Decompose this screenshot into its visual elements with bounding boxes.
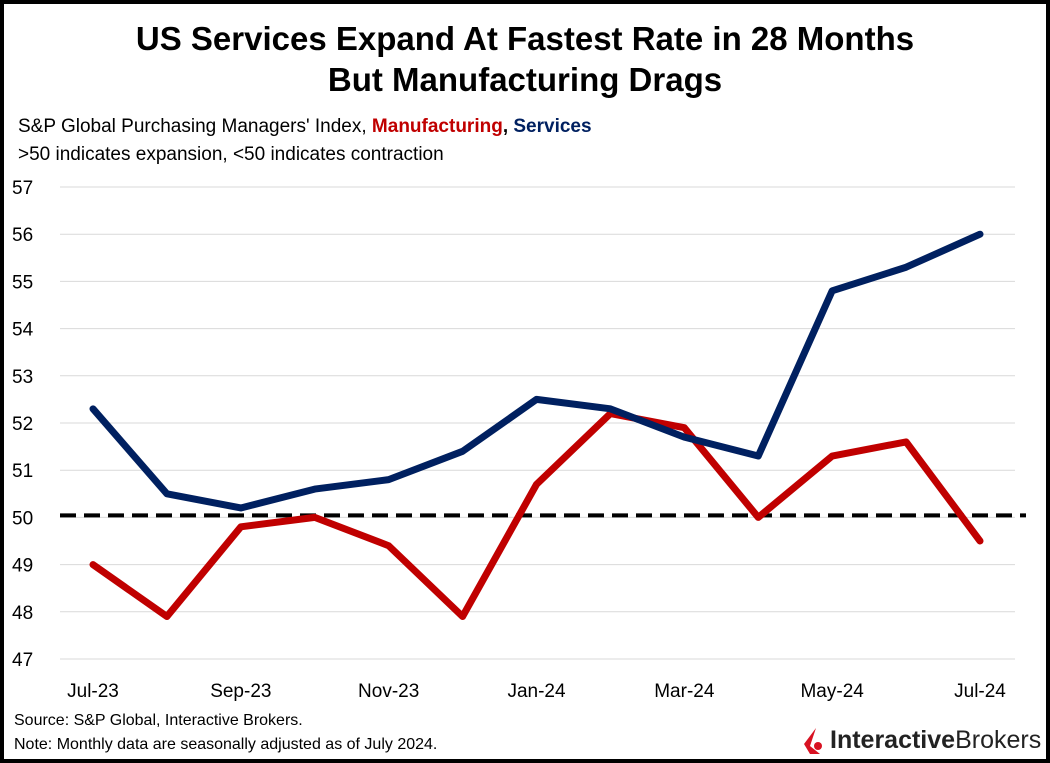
y-tick-label: 48	[12, 603, 33, 624]
y-tick-label: 54	[12, 320, 34, 341]
x-tick-label: Jul-23	[67, 681, 119, 702]
title-line-2: But Manufacturing Drags	[327, 61, 723, 98]
legend-manufacturing: Manufacturing	[371, 116, 503, 137]
x-tick-label: Nov-23	[358, 681, 419, 702]
line-chart: 47 48 49 50 51 52 53 54 55 56 57 Jul-23 Sep-23 Nov-23…	[12, 178, 1026, 702]
note-text: Note: Monthly data are seasonally adjust…	[14, 736, 438, 753]
y-tick-label: 53	[12, 367, 33, 388]
y-tick-label: 56	[12, 225, 33, 246]
chart-subtitle-note: >50 indicates expansion, <50 indicates c…	[18, 144, 444, 165]
series-line-manufacturing	[89, 410, 984, 621]
title-line-1: US Services Expand At Fastest Rate in 28…	[135, 20, 915, 57]
x-tick-label: May-24	[800, 681, 864, 702]
y-tick-label: 55	[12, 272, 33, 293]
x-tick-label: Jul-24	[954, 681, 1006, 702]
logo-text-bold: Interactive	[830, 726, 956, 754]
y-tick-label: 49	[12, 556, 33, 577]
logo-text-regular: Brokers	[955, 726, 1042, 754]
y-tick-label: 50	[12, 508, 33, 529]
interactive-brokers-logo: Interactive Brokers	[802, 726, 1041, 755]
x-tick-label: Sep-23	[210, 681, 271, 702]
legend-services: Services	[513, 116, 592, 137]
y-tick-label: 57	[12, 178, 33, 199]
y-tick-label: 52	[12, 414, 33, 435]
y-tick-label: 51	[12, 461, 33, 482]
subtitle-sep: ,	[502, 116, 514, 137]
x-tick-label: Jan-24	[507, 681, 566, 702]
logo-flame-icon	[804, 727, 822, 754]
x-tick-label: Mar-24	[654, 681, 715, 702]
series-line-services	[89, 230, 984, 512]
chart-title: US Services Expand At Fastest Rate in 28…	[4, 18, 1046, 100]
source-text: Source: S&P Global, Interactive Brokers.	[14, 712, 303, 729]
subtitle-prefix: S&P Global Purchasing Managers' Index,	[18, 116, 372, 137]
chart-subtitle: S&P Global Purchasing Managers' Index, M…	[18, 116, 592, 138]
y-tick-label: 47	[12, 650, 33, 671]
